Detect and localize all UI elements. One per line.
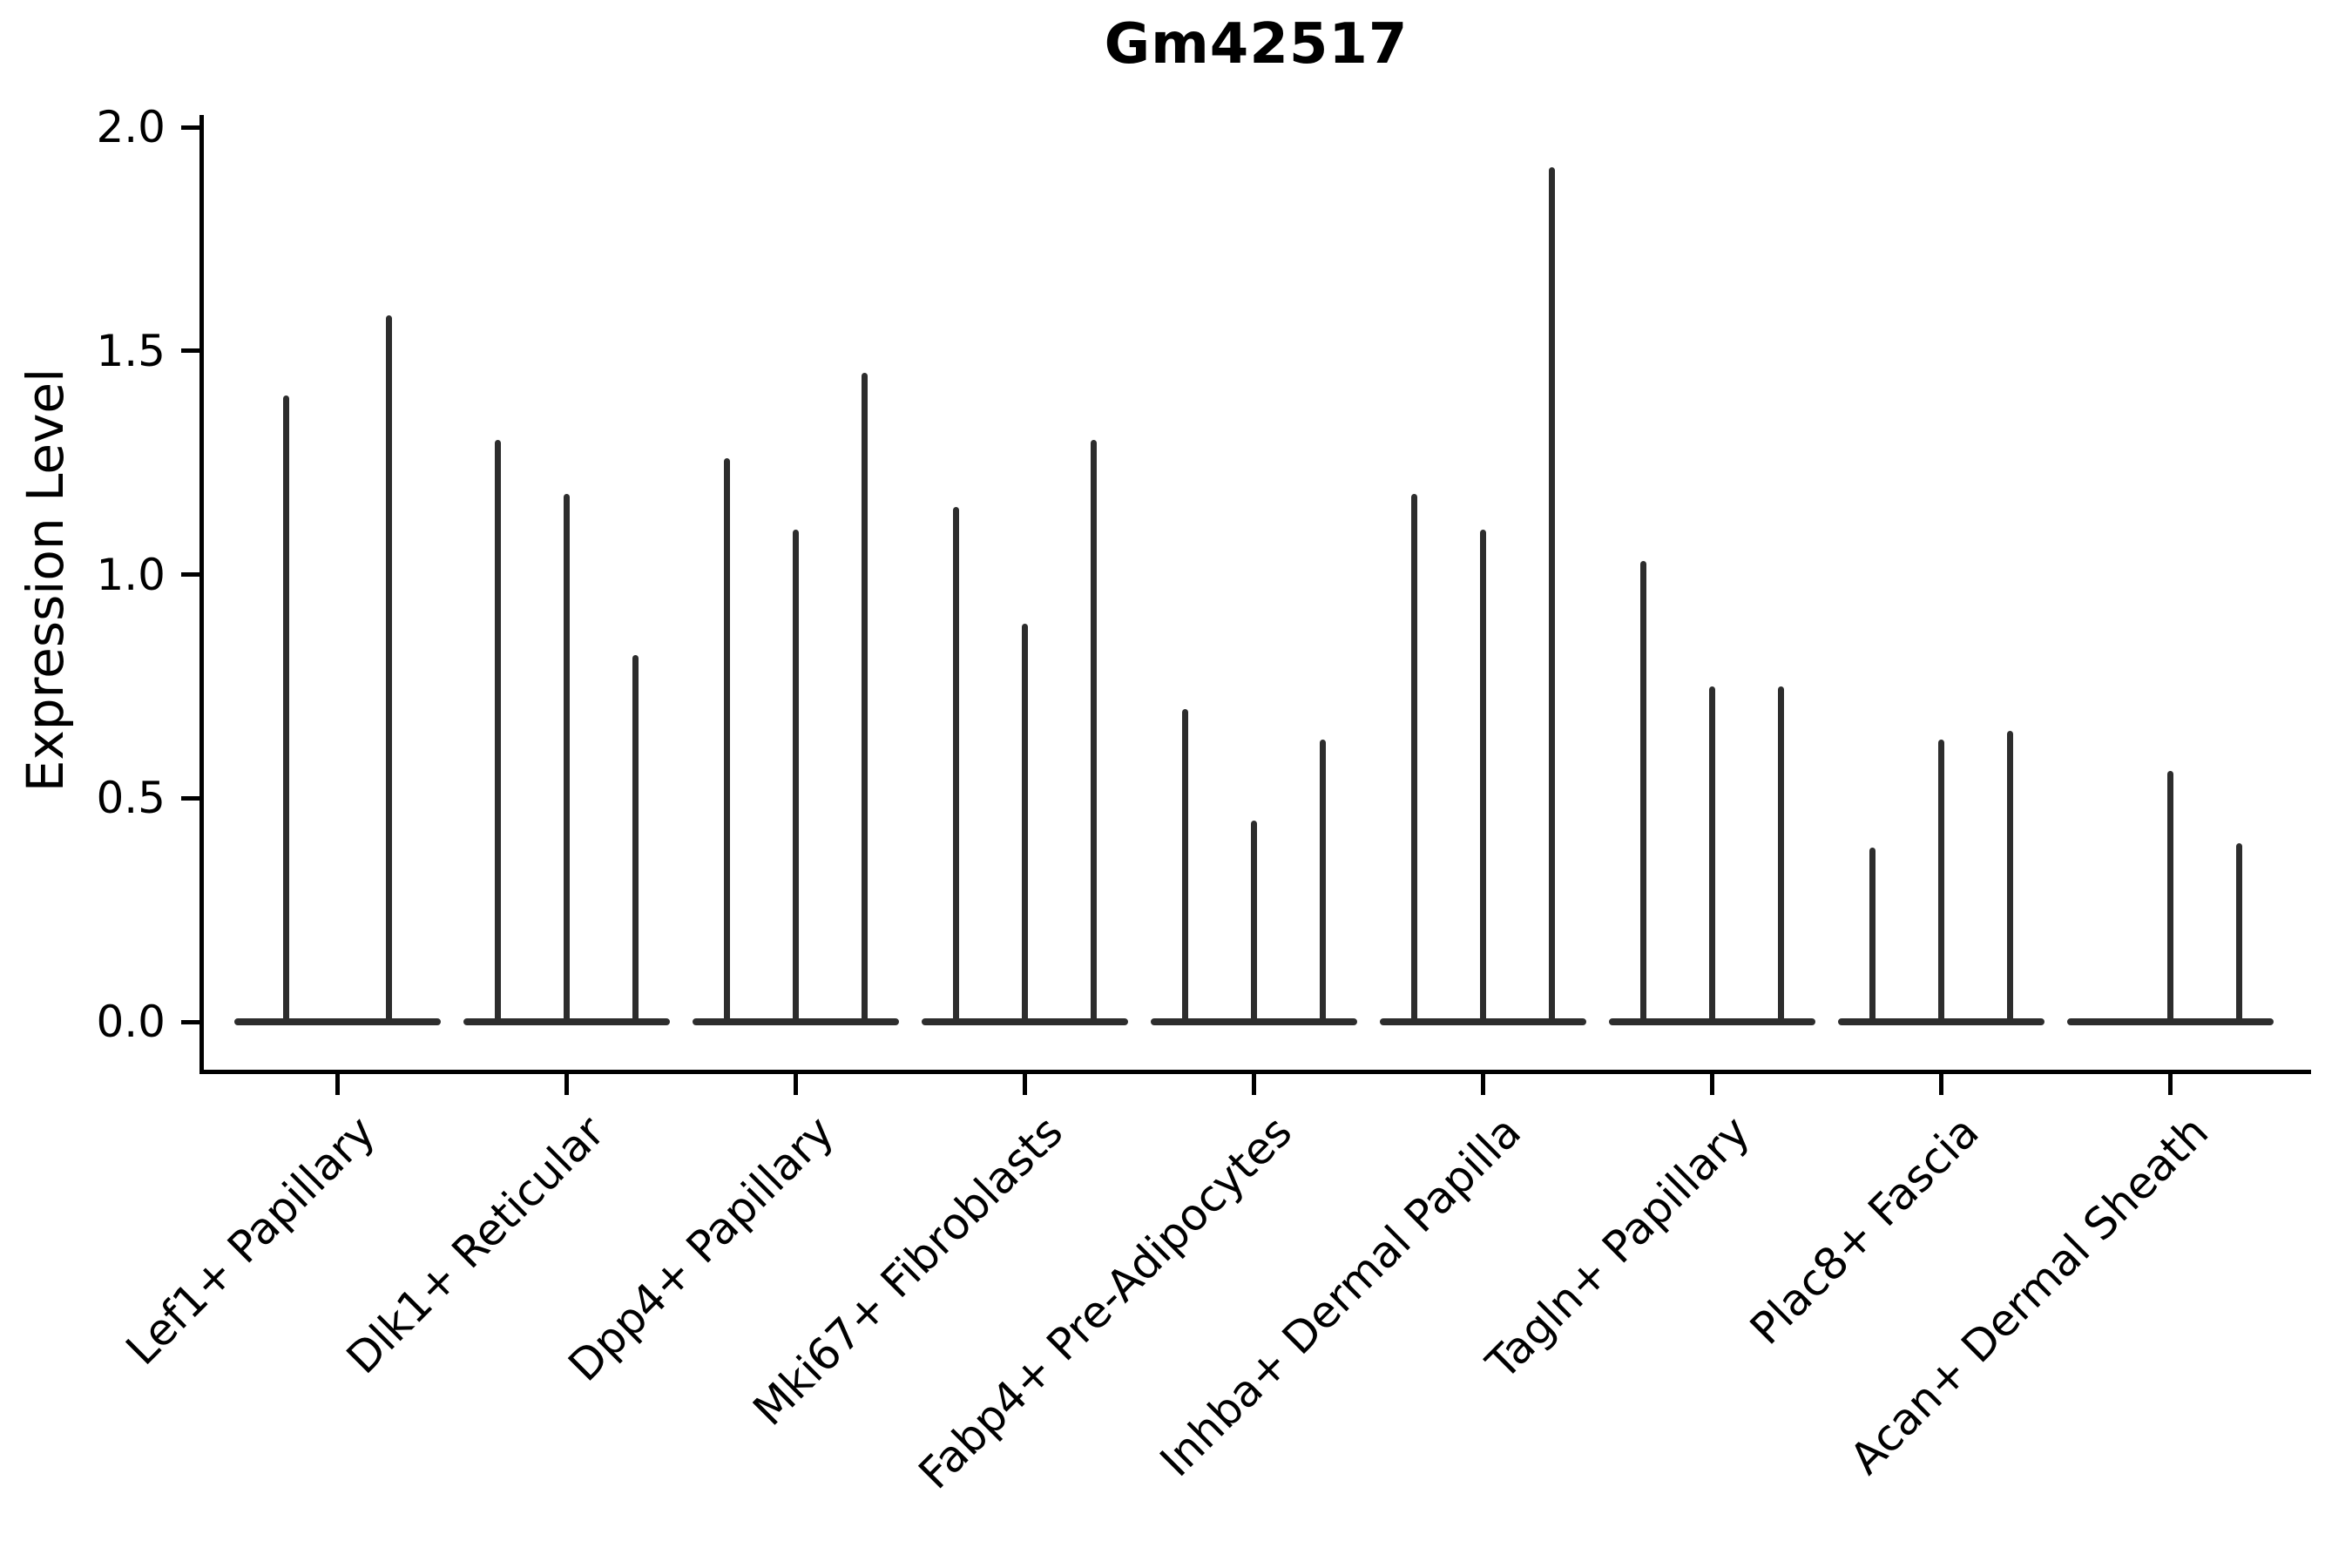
y-tick-mark bbox=[181, 795, 202, 801]
x-tick-mark bbox=[335, 1074, 340, 1095]
violin-spike-8-3 bbox=[2006, 731, 2013, 1025]
y-axis-spine bbox=[199, 115, 204, 1074]
violin-spike-5-1 bbox=[1181, 708, 1188, 1025]
x-tick-mark bbox=[2167, 1074, 2173, 1095]
violin-spike-4-2 bbox=[1021, 623, 1028, 1025]
x-tick-label-8: Plac8+ Fascia bbox=[1740, 1106, 1990, 1355]
violin-spike-5-3 bbox=[1319, 740, 1326, 1025]
violin-baseline-1 bbox=[233, 1018, 441, 1025]
y-tick-mark bbox=[181, 125, 202, 130]
y-tick-mark bbox=[181, 572, 202, 577]
y-tick-label: 1.5 bbox=[96, 325, 166, 376]
violin-spike-2-3 bbox=[632, 654, 639, 1025]
violin-spike-3-2 bbox=[792, 530, 799, 1025]
violin-spike-1-2 bbox=[385, 314, 392, 1025]
chart-title: Gm42517 bbox=[1104, 12, 1409, 77]
y-tick-label: 1.0 bbox=[96, 549, 166, 600]
violin-spike-5-2 bbox=[1250, 820, 1257, 1025]
violin-spike-6-3 bbox=[1548, 167, 1555, 1025]
x-tick-mark bbox=[793, 1074, 798, 1095]
y-tick-label: 0.5 bbox=[96, 773, 166, 824]
x-tick-label-5: Fabp4+ Pre-Adipocytes bbox=[909, 1106, 1302, 1499]
violin-spike-9-3 bbox=[2235, 842, 2242, 1025]
violin-spike-6-2 bbox=[1479, 530, 1486, 1025]
violin-spike-7-1 bbox=[1639, 561, 1646, 1025]
y-tick-mark bbox=[181, 348, 202, 354]
x-tick-mark bbox=[1938, 1074, 1943, 1095]
violin-spike-4-1 bbox=[952, 507, 959, 1025]
violin-spike-4-3 bbox=[1090, 440, 1097, 1025]
x-tick-mark bbox=[1251, 1074, 1256, 1095]
violin-spike-8-1 bbox=[1869, 847, 1876, 1025]
violin-spike-7-2 bbox=[1708, 686, 1715, 1025]
x-tick-label-1: Lef1+ Papillary bbox=[116, 1106, 386, 1375]
violin-spike-8-2 bbox=[1937, 740, 1944, 1025]
x-axis-spine bbox=[199, 1070, 2311, 1074]
violin-spike-2-1 bbox=[494, 440, 501, 1025]
y-tick-label: 0.0 bbox=[96, 997, 166, 1047]
x-tick-mark bbox=[1480, 1074, 1485, 1095]
violin-spike-3-1 bbox=[723, 457, 730, 1025]
x-tick-mark bbox=[1022, 1074, 1027, 1095]
violin-spike-6-1 bbox=[1410, 494, 1417, 1025]
violin-spike-3-3 bbox=[861, 373, 868, 1025]
x-tick-mark bbox=[564, 1074, 569, 1095]
violin-spike-1-1 bbox=[282, 395, 289, 1025]
violin-spike-9-2 bbox=[2166, 771, 2173, 1025]
violin-spike-2-2 bbox=[563, 494, 570, 1025]
x-tick-mark bbox=[1709, 1074, 1714, 1095]
violin-spike-7-3 bbox=[1777, 686, 1784, 1025]
y-tick-mark bbox=[181, 1019, 202, 1024]
y-tick-label: 2.0 bbox=[96, 102, 166, 152]
